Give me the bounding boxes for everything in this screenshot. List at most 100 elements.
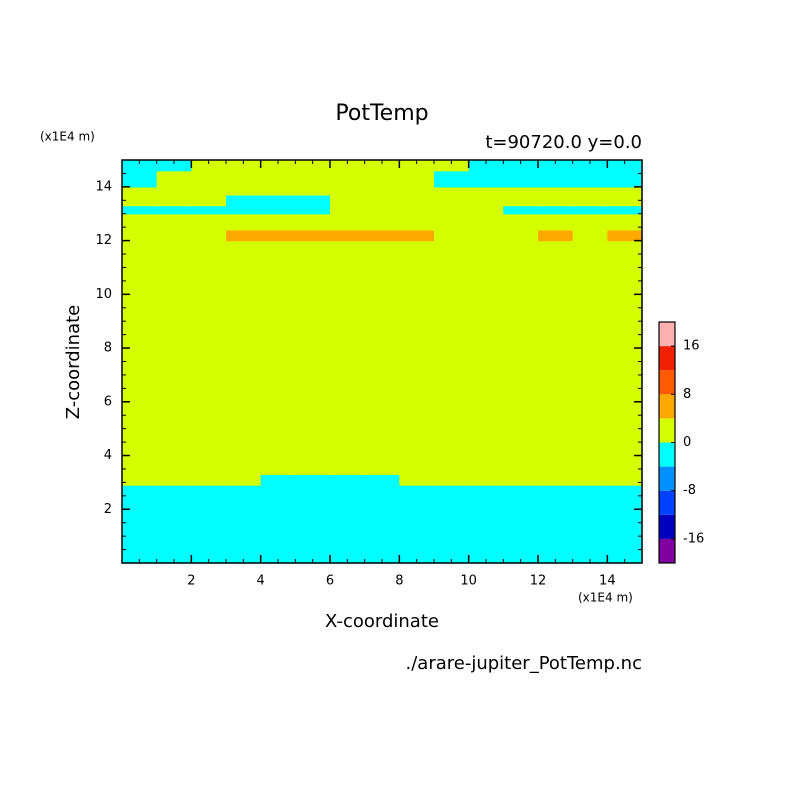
cell — [607, 213, 643, 231]
cell — [122, 170, 158, 188]
cell — [572, 160, 608, 172]
cell — [538, 186, 574, 196]
colorbar-tick-label: 0 — [683, 435, 691, 450]
axes: 2 4 6 8 10 12 14 2 4 6 8 10 12 14 -16 -8 0 8 16 — [95, 159, 704, 589]
x-unit: (x1E4 m) — [578, 591, 633, 605]
cell — [468, 160, 504, 172]
x-tick-label: 10 — [460, 574, 477, 589]
cell — [330, 213, 366, 231]
cell — [156, 160, 192, 172]
cell — [434, 194, 470, 207]
cell — [572, 240, 608, 475]
cell — [503, 186, 539, 196]
colorbar-segment — [659, 514, 675, 539]
cell — [572, 186, 608, 196]
cell — [260, 240, 296, 475]
cell — [468, 485, 504, 564]
colorbar-segment — [659, 370, 675, 395]
cell — [538, 213, 574, 231]
cell — [260, 229, 296, 242]
cell — [122, 485, 158, 564]
cell — [156, 170, 192, 188]
cell — [260, 213, 296, 231]
subtitle: t=90720.0 y=0.0 — [485, 132, 642, 153]
cell — [330, 170, 366, 188]
cell — [226, 160, 262, 172]
cell — [226, 194, 262, 207]
cell — [122, 194, 158, 207]
chart-title: PotTemp — [335, 101, 428, 126]
cell — [330, 485, 366, 564]
cell — [468, 229, 504, 242]
cell — [364, 229, 400, 242]
cell — [434, 485, 470, 564]
cell — [572, 170, 608, 188]
cell — [468, 170, 504, 188]
cell — [503, 229, 539, 242]
x-tick-label: 8 — [395, 574, 403, 589]
cell — [330, 194, 366, 207]
cell — [607, 160, 643, 172]
cell — [295, 205, 331, 215]
cell — [607, 205, 643, 215]
y-unit: (x1E4 m) — [40, 130, 95, 144]
cell — [226, 474, 262, 486]
cell — [572, 194, 608, 207]
cell — [503, 485, 539, 564]
y-tick-label: 12 — [95, 233, 112, 248]
y-tick-label: 4 — [104, 448, 112, 463]
cell — [122, 240, 158, 475]
cell — [538, 194, 574, 207]
cell — [468, 194, 504, 207]
cell — [503, 160, 539, 172]
cell — [260, 170, 296, 188]
cell — [330, 205, 366, 215]
cell — [330, 229, 366, 242]
cell — [399, 186, 435, 196]
colorbar-segment — [659, 322, 675, 347]
x-tick-label: 6 — [326, 574, 334, 589]
cell — [399, 485, 435, 564]
cell — [607, 485, 643, 564]
x-tick-label: 2 — [187, 574, 195, 589]
y-tick-label: 6 — [104, 394, 112, 409]
cell — [122, 205, 158, 215]
cell — [226, 240, 262, 475]
y-tick-label: 14 — [95, 179, 112, 194]
cell — [295, 229, 331, 242]
cell — [156, 229, 192, 242]
colorbar-tick-label: 8 — [683, 387, 691, 402]
cell — [364, 485, 400, 564]
source-label: ./arare-jupiter_PotTemp.nc — [406, 653, 642, 674]
cell — [538, 160, 574, 172]
cell — [538, 229, 574, 242]
cell — [191, 485, 227, 564]
cell — [538, 170, 574, 188]
y-tick-label: 10 — [95, 287, 112, 302]
cell — [364, 194, 400, 207]
colorbar-segment — [659, 466, 675, 491]
cell — [156, 186, 192, 196]
cell — [503, 240, 539, 475]
cell — [399, 194, 435, 207]
cell — [607, 170, 643, 188]
x-tick-label: 12 — [530, 574, 547, 589]
cell — [434, 240, 470, 475]
cell — [295, 186, 331, 196]
cell — [122, 160, 158, 172]
cell — [260, 194, 296, 207]
cell — [226, 170, 262, 188]
cell — [503, 194, 539, 207]
cell — [607, 186, 643, 196]
cell — [399, 213, 435, 231]
colorbar-tick-label: -8 — [683, 483, 696, 498]
cell — [572, 485, 608, 564]
cell — [191, 186, 227, 196]
cell — [468, 474, 504, 486]
cell — [226, 229, 262, 242]
cell — [364, 240, 400, 475]
x-tick-label: 14 — [599, 574, 616, 589]
cell — [156, 240, 192, 475]
colorbar-tick-label: -16 — [683, 531, 704, 546]
